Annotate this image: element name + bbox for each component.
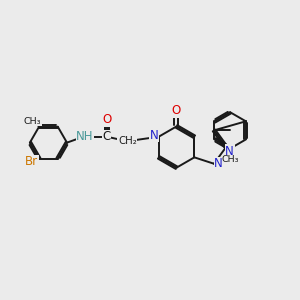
- Text: Br: Br: [25, 155, 38, 168]
- Text: O: O: [102, 113, 111, 127]
- Text: C: C: [103, 130, 111, 143]
- Text: CH₃: CH₃: [222, 155, 239, 164]
- Text: CH₃: CH₃: [24, 117, 41, 126]
- Text: O: O: [171, 104, 181, 117]
- Text: N: N: [150, 129, 158, 142]
- Text: NH: NH: [76, 130, 94, 143]
- Text: C: C: [103, 130, 111, 143]
- Text: O: O: [102, 113, 111, 127]
- Text: N: N: [225, 145, 234, 158]
- Text: CH₂: CH₂: [118, 136, 137, 146]
- Text: N: N: [214, 157, 223, 170]
- Text: N: N: [150, 129, 158, 142]
